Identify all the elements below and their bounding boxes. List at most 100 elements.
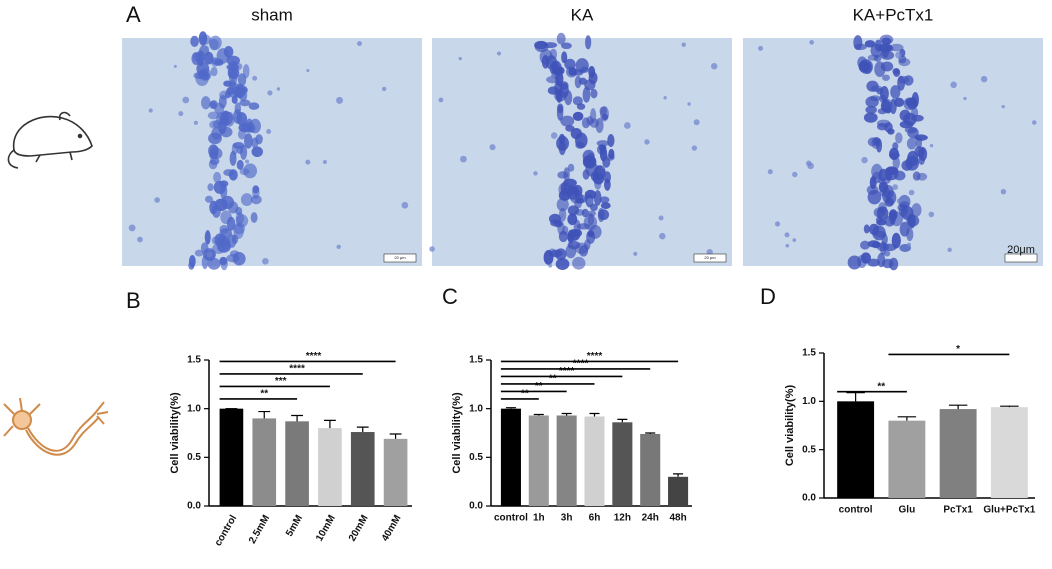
y-axis-label: Cell viability(%) [169,392,181,474]
cell [867,240,881,248]
cell [890,85,901,99]
cell [980,75,988,83]
cell [219,256,228,266]
cell [220,236,231,251]
cell [865,96,879,108]
cell [582,149,595,163]
micrograph-title: KA [571,5,594,24]
x-tick-label: 10mM [314,513,338,543]
cell [876,122,888,131]
x-tick-label: 20mM [347,513,371,543]
cell [236,159,244,170]
cell [137,236,143,243]
error-bar [645,432,656,434]
x-tick-label: 40mM [380,513,404,543]
x-tick-label: 48h [669,513,686,524]
x-tick-label: PcTx1 [943,505,973,516]
cell [869,175,877,190]
cell [565,125,575,132]
x-tick-label: 3h [561,513,573,524]
cell [792,171,798,178]
cell [563,167,570,182]
cell [911,203,922,217]
cell [602,165,606,169]
cell [206,251,213,258]
bar [990,407,1028,498]
micrograph: sham 20 μm [122,5,422,271]
cell [211,236,220,245]
cell [198,68,212,81]
cell [550,132,558,139]
cell [567,213,578,226]
cell [879,94,887,103]
cell [596,140,609,147]
cell [209,38,219,51]
significance-label: *** [275,376,287,387]
error-bar [291,414,303,422]
error-bar [589,412,600,417]
cell [458,57,462,61]
cell [561,42,572,50]
panel-labels: A B C D [126,2,776,313]
significance-label: **** [573,359,589,370]
micrograph-title: sham [251,5,293,24]
cell [226,254,240,263]
error-bar [505,407,516,409]
bar [318,428,342,506]
cell [208,144,219,158]
cell [710,63,718,70]
cell [896,198,902,204]
cell [918,155,925,165]
cell [209,157,220,165]
cell [460,155,467,163]
cell [597,208,605,223]
cell [306,68,310,73]
cell [572,96,583,106]
cell [239,99,251,107]
cell [914,146,926,157]
cell [357,41,362,47]
cell [929,143,934,148]
x-tick-label: 2.5mM [247,513,272,545]
error-bar [533,413,544,416]
cell [693,119,700,126]
cell [863,112,878,123]
bar [350,432,375,506]
cell [882,74,890,81]
cell [322,159,327,164]
cell [633,251,638,256]
cell [212,119,222,129]
x-tick-label: 24h [642,513,659,524]
cell [912,171,921,181]
cell [545,55,558,70]
cell [881,43,890,58]
cell [792,238,797,242]
cell [607,134,615,148]
cell [190,35,199,47]
cell [908,189,915,196]
cell [1000,188,1007,195]
cell [305,159,311,165]
y-tick-label: 1.0 [802,396,816,407]
y-axis-label: Cell viability(%) [451,392,463,474]
cell [252,185,260,200]
micrograph: KA 20 μm [429,5,732,270]
cell [565,244,577,259]
cell [201,96,211,110]
cell [587,210,596,217]
scale-bar [693,253,727,263]
bar [285,421,309,506]
x-tick-label: 12h [614,513,631,524]
cell [963,96,967,101]
cell [906,227,914,242]
cell [200,242,209,254]
cell [533,171,538,176]
y-tick-label: 0.0 [802,493,816,504]
cell [564,58,576,70]
cell [659,232,666,240]
x-tick-label: Glu+PcTx1 [983,505,1035,516]
cell [235,214,249,228]
cell [581,117,590,129]
cell [906,214,920,227]
cell [251,146,263,158]
